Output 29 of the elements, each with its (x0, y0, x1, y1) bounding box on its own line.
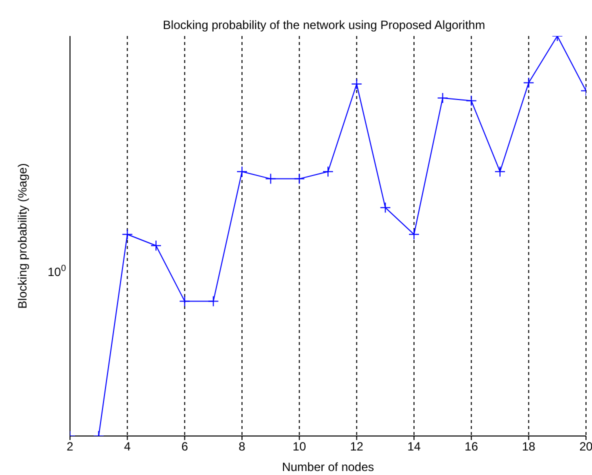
x-tick-label: 8 (238, 440, 246, 454)
y-axis-title: Blocking probability (%age) (15, 163, 30, 309)
point (380, 202, 391, 214)
point (236, 166, 248, 178)
point (523, 77, 534, 88)
point (150, 240, 162, 252)
x-tick-label: 14 (407, 440, 421, 454)
point (351, 78, 362, 90)
point (437, 92, 448, 104)
x-tick-label: 2 (66, 440, 74, 454)
x-tick-label: 6 (181, 440, 188, 454)
x-tick-label: 16 (464, 440, 478, 454)
point (208, 296, 219, 307)
x-tick-label: 12 (350, 440, 364, 454)
point (179, 296, 190, 307)
x-tick-label: 4 (124, 440, 131, 454)
point (122, 228, 133, 240)
x-tick-label: 20 (579, 440, 592, 454)
x-axis-title: Number of nodes (282, 460, 374, 474)
chart-title: Blocking probability of the network using Proposed Algorithm (162, 18, 486, 32)
text: 10$^{0}$ (48, 263, 66, 279)
point (466, 95, 477, 106)
point (408, 228, 420, 240)
point (322, 166, 334, 178)
x-tick-label: 10 (292, 440, 306, 454)
x-tick-label: 18 (522, 440, 536, 454)
point (294, 173, 305, 184)
point (494, 166, 506, 178)
point (265, 173, 276, 184)
